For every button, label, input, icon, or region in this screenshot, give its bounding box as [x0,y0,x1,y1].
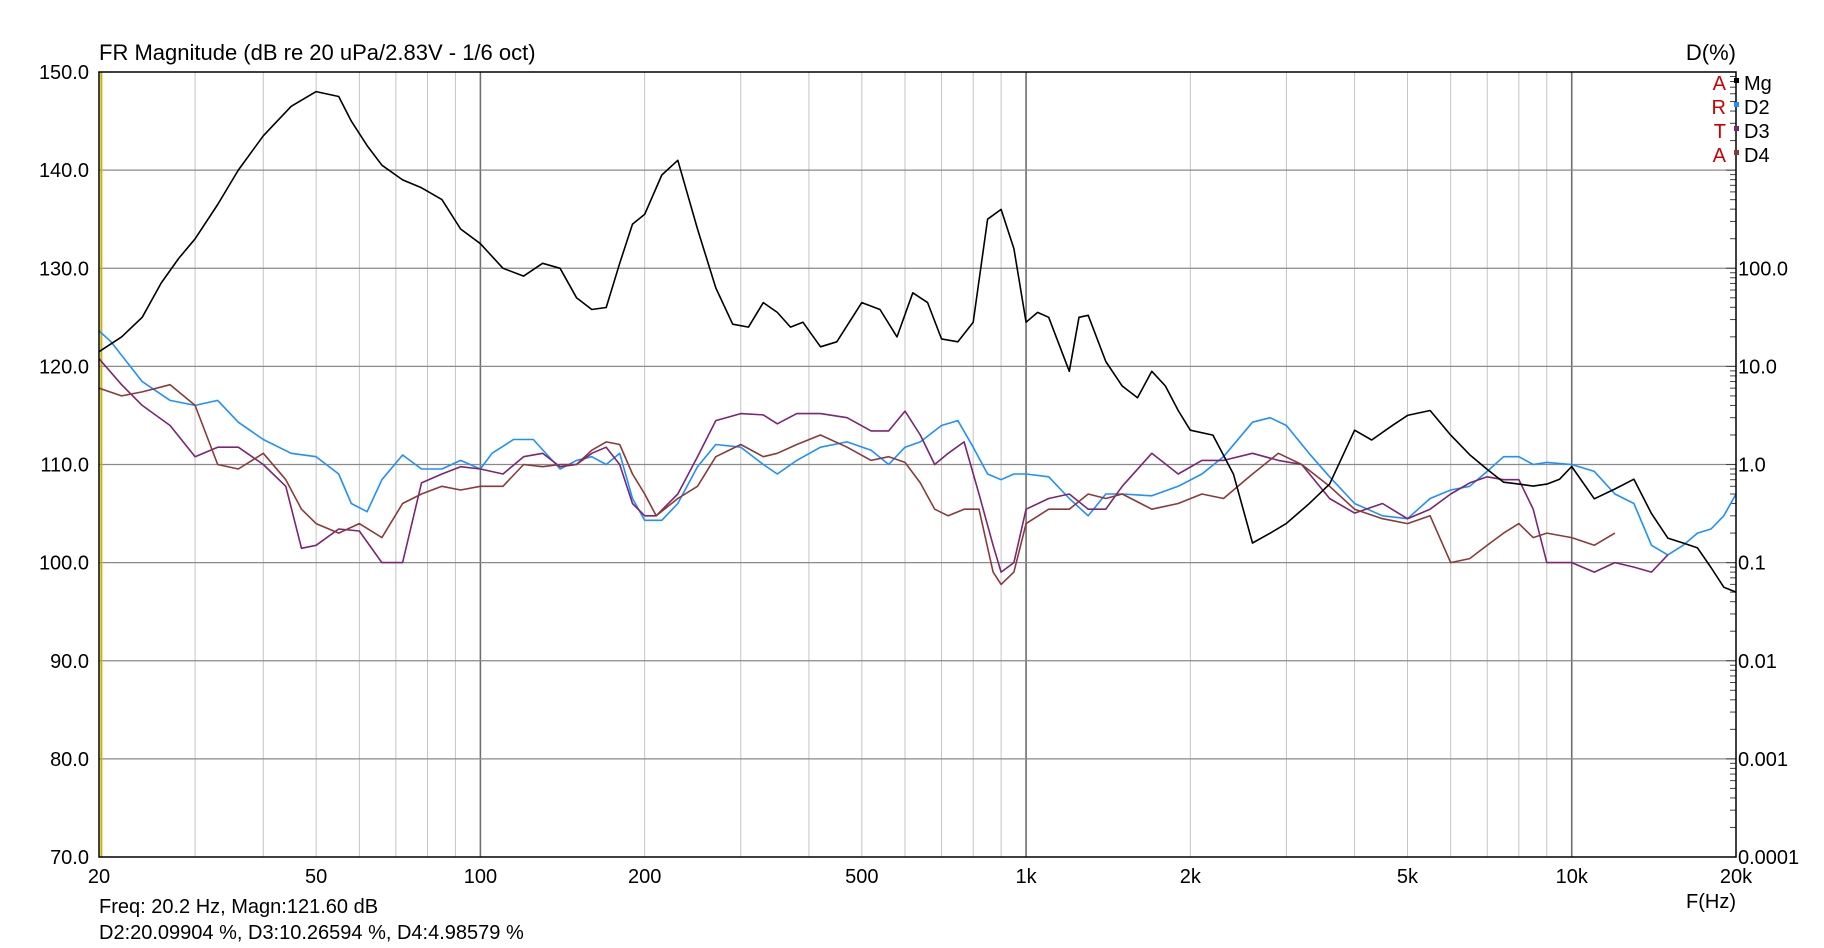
y-tick-label-right: 0.001 [1738,749,1788,771]
legend-entry-d2[interactable]: D2 [1744,97,1770,119]
y-tick-label-right: 0.1 [1738,553,1766,575]
legend-swatch [1734,150,1739,155]
data-series [99,90,1736,593]
y-tick-label-left: 80.0 [50,749,89,771]
y-tick-label-left: 130.0 [39,258,89,280]
x-tick-label: 2k [1180,866,1202,888]
series-line-mg [99,90,1736,593]
plot-frame [98,71,1737,858]
grid [99,72,1736,857]
axis-ticks: 150.0 140.0 130.0 120.0 110.0 100.0 90.0 80.0 70… [39,62,1799,888]
y-tick-label-right: 1.0 [1738,455,1766,477]
legend[interactable]: A Mg R D2 T D3 A D4 [1712,73,1772,167]
y-tick-label-left: 70.0 [50,847,89,869]
y-tick-label-right: 10.0 [1738,356,1777,378]
y-tick-label-right: 100.0 [1738,258,1788,280]
y-tick-label-right: 0.01 [1738,651,1777,673]
x-tick-label: 1k [1016,866,1038,888]
watermark-letter: A [1713,73,1727,95]
y-tick-label-left: 140.0 [39,160,89,182]
x-tick-label: 50 [305,866,327,888]
y-tick-label-left: 120.0 [39,356,89,378]
y-tick-label-left: 150.0 [39,62,89,84]
watermark-letter: R [1712,97,1726,119]
x-tick-label: 20 [88,866,110,888]
right-axis-label: D(%) [1686,40,1736,65]
x-tick-label: 5k [1397,866,1419,888]
x-axis-label: F(Hz) [1686,891,1736,913]
cursor-readout-line1: Freq: 20.2 Hz, Magn:121.60 dB [99,896,379,918]
legend-swatch [1734,102,1739,107]
y-tick-label-left: 100.0 [39,553,89,575]
x-tick-label: 10k [1556,866,1589,888]
legend-swatch [1734,126,1739,131]
cursor-readout-line2: D2:20.09904 %, D3:10.26594 %, D4:4.98579… [99,922,524,944]
series-line-d2 [99,330,1736,556]
y-tick-label-left: 110.0 [40,455,89,477]
x-tick-label: 100 [464,866,497,888]
legend-swatch [1734,78,1739,83]
legend-entry-mg[interactable]: Mg [1744,73,1772,95]
watermark-letter: A [1713,145,1727,167]
watermark-letter: T [1714,121,1726,143]
y-tick-label-left: 90.0 [50,651,89,673]
chart-title: FR Magnitude (dB re 20 uPa/2.83V - 1/6 o… [99,40,536,65]
legend-entry-d3[interactable]: D3 [1744,121,1770,143]
legend-entry-d4[interactable]: D4 [1744,145,1770,167]
x-tick-label: 20k [1720,866,1753,888]
series-line-d3 [99,358,1669,573]
y-tick-label-right: 0.0001 [1738,847,1799,869]
x-tick-label: 500 [845,866,878,888]
x-tick-label: 200 [628,866,661,888]
series-line-d4 [99,383,1616,586]
